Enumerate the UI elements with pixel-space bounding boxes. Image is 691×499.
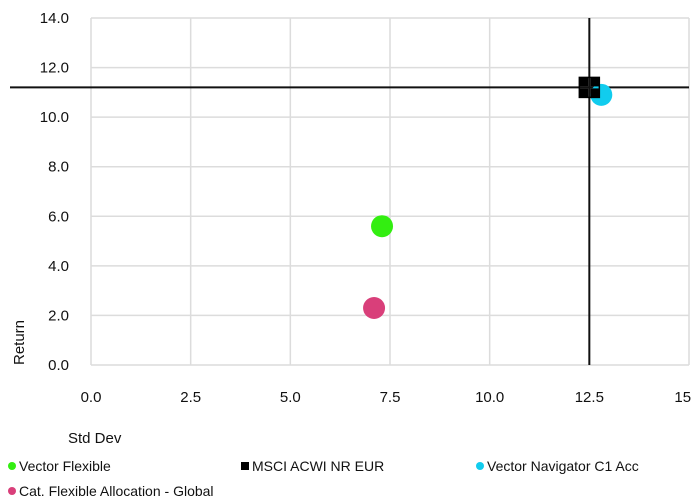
- y-tick-label: 8.0: [48, 159, 69, 176]
- legend-item-vector-flexible: Vector Flexible: [8, 458, 111, 474]
- legend-item-msci-acwi-nr-eur: MSCI ACWI NR EUR: [241, 458, 384, 474]
- legend-label: Vector Navigator C1 Acc: [487, 458, 639, 474]
- legend-swatch: [8, 487, 16, 495]
- x-tick-label: 0.0: [81, 389, 102, 406]
- y-tick-label: 4.0: [48, 258, 69, 275]
- x-tick-label: 5.0: [280, 389, 301, 406]
- x-axis-label: Std Dev: [68, 430, 122, 447]
- y-tick-label: 6.0: [48, 208, 69, 225]
- y-tick-label: 0.0: [48, 357, 69, 374]
- legend-label: Cat. Flexible Allocation - Global: [19, 483, 214, 499]
- legend-item-vector-navigator-c1-acc: Vector Navigator C1 Acc: [476, 458, 639, 474]
- y-axis-label: Return: [11, 320, 28, 365]
- square-marker-frame: [578, 76, 601, 99]
- square-marker-cell: [590, 77, 600, 87]
- scatter-chart: 0.0 2.0 4.0 6.0 8.0 10.0 12.0 14.0 0.0 2.5 5.0 7.5 1…: [10, 10, 691, 406]
- x-tick-label: 2.5: [180, 389, 201, 406]
- x-tick-label: 15.0: [674, 389, 691, 406]
- x-tick-label: 10.0: [475, 389, 504, 406]
- legend-item-cat-flexible-allocation-global: Cat. Flexible Allocation - Global: [8, 483, 214, 499]
- y-tick-label: 2.0: [48, 307, 69, 324]
- legend-swatch: [476, 462, 484, 470]
- y-tick-label: 12.0: [40, 60, 69, 77]
- square-marker-cell: [590, 88, 600, 98]
- legend-label: MSCI ACWI NR EUR: [252, 458, 385, 474]
- data-point-cat-flexible-allocation-global: [363, 296, 386, 319]
- legend-swatch: [241, 462, 249, 470]
- x-tick-label: 7.5: [380, 389, 401, 406]
- legend-label: Vector Flexible: [19, 458, 111, 474]
- x-tick-label: 12.5: [575, 389, 604, 406]
- square-marker-cell: [579, 88, 589, 98]
- data-point-msci-acwi-nr-eur: [578, 76, 601, 99]
- y-tick-label: 14.0: [40, 10, 69, 27]
- data-point-vector-flexible: [371, 215, 394, 238]
- legend-swatch: [8, 462, 16, 470]
- y-tick-label: 10.0: [40, 109, 69, 126]
- square-marker-cell: [579, 77, 589, 87]
